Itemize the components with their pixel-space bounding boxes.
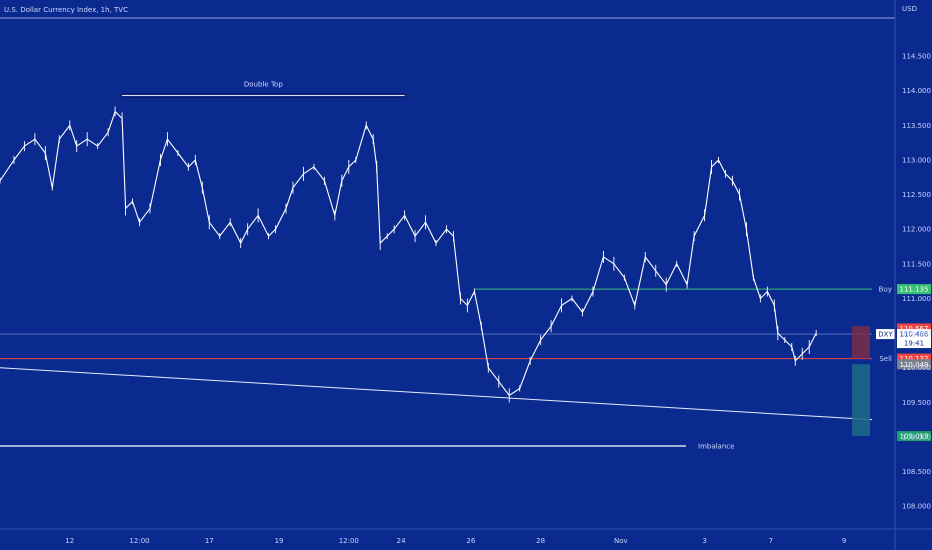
currency-label: USD bbox=[902, 5, 917, 13]
y-tick-label: 111.500 bbox=[902, 260, 931, 268]
x-tick-label: 28 bbox=[536, 537, 545, 545]
price-layer bbox=[0, 106, 817, 403]
y-tick-label: 108.500 bbox=[902, 468, 931, 476]
y-tick-label: 113.000 bbox=[902, 156, 931, 164]
target-tag-value: 109.013 bbox=[900, 433, 929, 441]
y-tick-label: 112.500 bbox=[902, 191, 931, 199]
high-tag-value: 110.567 bbox=[900, 325, 929, 333]
ticker-label: DXY bbox=[878, 331, 893, 339]
trend-line bbox=[0, 367, 873, 421]
buy-level-tag bbox=[897, 284, 931, 295]
y-tick-label: 113.500 bbox=[902, 122, 931, 130]
buy-level-value: 111.135 bbox=[900, 286, 929, 294]
y-tick-label: 111.000 bbox=[902, 295, 931, 303]
x-tick-label: 3 bbox=[702, 537, 706, 545]
y-tick-label: 112.000 bbox=[902, 226, 931, 234]
x-tick-label: 9 bbox=[842, 537, 846, 545]
sell-level-value: 110.132 bbox=[900, 355, 929, 363]
y-tick-label: 110.000 bbox=[902, 364, 931, 372]
current-price-time: 19:41 bbox=[904, 340, 924, 348]
take-profit-zone bbox=[852, 364, 870, 437]
x-tick-label: Nov bbox=[614, 537, 628, 545]
y-tick-label: 109.000 bbox=[902, 433, 931, 441]
y-tick-label: 108.000 bbox=[902, 503, 931, 511]
x-tick-label: 12:00 bbox=[129, 537, 149, 545]
y-tick-label: 109.500 bbox=[902, 399, 931, 407]
imbalance-label: Imbalance bbox=[698, 442, 734, 450]
current-price-value: 110.486 bbox=[900, 331, 929, 339]
y-tick-label: 114.000 bbox=[902, 87, 931, 95]
y-tick-label: 110.500 bbox=[902, 330, 931, 338]
x-tick-label: 24 bbox=[397, 537, 406, 545]
high-tag-box bbox=[897, 323, 931, 334]
sell-level-name: Sell bbox=[879, 355, 892, 363]
sell-level-tag bbox=[897, 353, 931, 364]
level-layer: Buy 111.135 Sell 110.132 bbox=[0, 284, 931, 421]
target-tag-box bbox=[897, 431, 931, 442]
buy-level-name: Buy bbox=[879, 286, 892, 294]
annotation-layer: Double Top Imbalance 110.567 110.049 109.013… bbox=[0, 81, 931, 450]
x-tick-label: 12:00 bbox=[339, 537, 359, 545]
double-top-label: Double Top bbox=[244, 81, 283, 89]
low-tag-value: 110.049 bbox=[900, 361, 929, 369]
current-price-box bbox=[897, 329, 931, 349]
y-tick-label: 114.500 bbox=[902, 53, 931, 61]
price-series-line bbox=[0, 110, 817, 396]
ticker-box bbox=[876, 329, 895, 340]
x-tick-label: 7 bbox=[769, 537, 773, 545]
stop-loss-zone bbox=[852, 326, 870, 359]
x-tick-label: 26 bbox=[466, 537, 475, 545]
low-tag-box bbox=[897, 359, 931, 370]
x-tick-label: 19 bbox=[275, 537, 284, 545]
x-tick-label: 17 bbox=[205, 537, 214, 545]
x-tick-label: 12 bbox=[65, 537, 74, 545]
chart-title: U.S. Dollar Currency Index, 1h, TVC bbox=[4, 6, 128, 14]
